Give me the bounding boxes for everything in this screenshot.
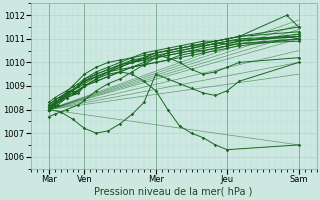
X-axis label: Pression niveau de la mer( hPa ): Pression niveau de la mer( hPa ) — [94, 187, 253, 197]
